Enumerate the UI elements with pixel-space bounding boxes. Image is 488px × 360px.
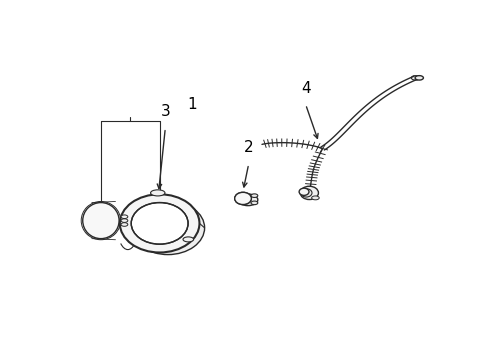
Ellipse shape [131, 201, 204, 255]
Ellipse shape [234, 192, 251, 204]
Text: 2: 2 [244, 140, 253, 156]
Ellipse shape [82, 203, 119, 239]
Ellipse shape [414, 76, 423, 80]
Ellipse shape [410, 76, 419, 80]
Ellipse shape [238, 194, 257, 206]
Ellipse shape [250, 194, 257, 198]
Ellipse shape [300, 189, 311, 197]
Text: 1: 1 [187, 98, 196, 112]
Text: 4: 4 [300, 81, 310, 96]
Ellipse shape [183, 237, 193, 242]
Ellipse shape [121, 223, 127, 226]
Ellipse shape [121, 215, 127, 219]
Ellipse shape [131, 203, 188, 244]
Ellipse shape [300, 186, 318, 199]
Ellipse shape [250, 201, 257, 205]
Text: 3: 3 [160, 104, 170, 120]
Ellipse shape [150, 190, 164, 196]
Ellipse shape [311, 196, 319, 200]
Ellipse shape [121, 219, 127, 222]
Ellipse shape [299, 188, 308, 195]
Ellipse shape [120, 194, 199, 252]
Ellipse shape [234, 192, 251, 204]
